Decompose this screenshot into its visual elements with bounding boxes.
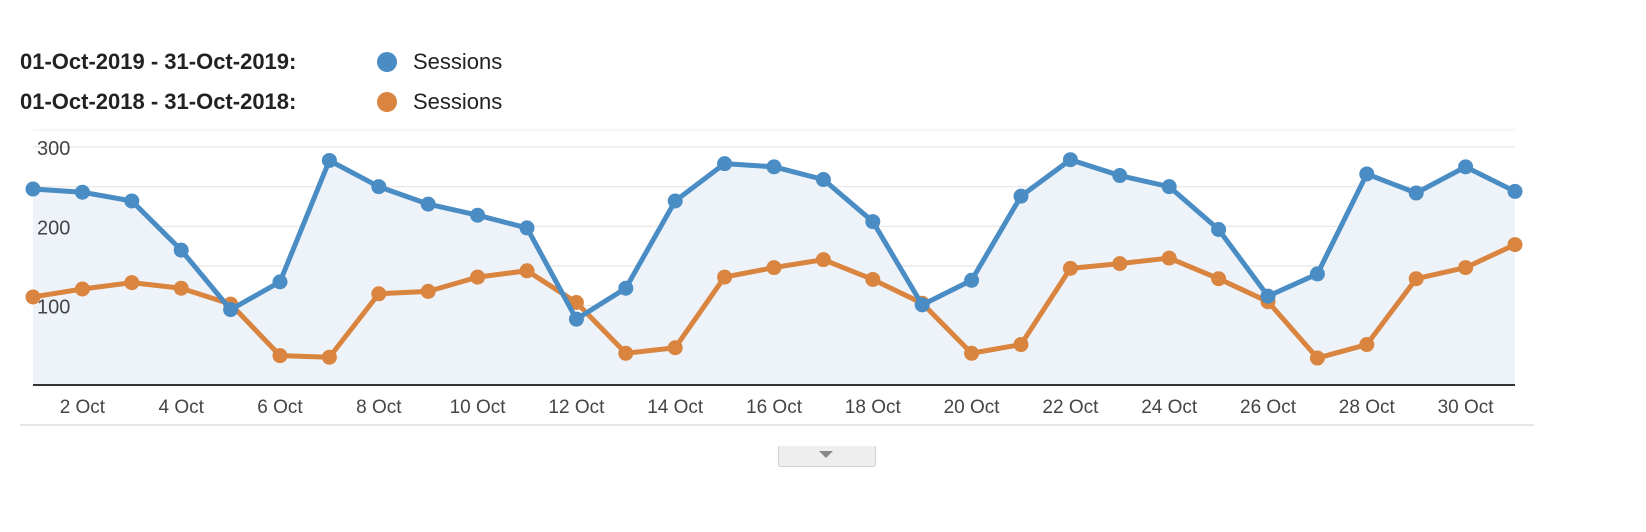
data-point [667, 193, 683, 209]
data-point [321, 349, 337, 365]
data-point [865, 214, 881, 230]
x-tick-label: 18 Oct [845, 397, 902, 418]
x-tick-label: 12 Oct [548, 397, 605, 418]
data-point [1359, 166, 1375, 182]
data-point [1408, 185, 1424, 201]
data-point [667, 340, 683, 356]
data-point [1211, 222, 1227, 238]
data-point [618, 280, 634, 296]
data-point [964, 272, 980, 288]
legend-marker-dot [377, 52, 397, 72]
data-point [1260, 288, 1276, 304]
data-point [964, 345, 980, 361]
data-point [321, 152, 337, 168]
x-tick-label: 30 Oct [1438, 397, 1495, 418]
x-tick-label: 8 Oct [356, 397, 402, 418]
data-point [74, 281, 90, 297]
data-point [1161, 250, 1177, 266]
data-point [371, 286, 387, 302]
data-point [124, 193, 140, 209]
y-tick-label: 200 [37, 217, 70, 239]
data-point [914, 297, 930, 313]
data-point [272, 348, 288, 364]
data-point [1062, 152, 1078, 168]
legend-series-name: Sessions [413, 89, 503, 114]
data-point [568, 311, 584, 327]
data-point [470, 269, 486, 285]
chart-legend: 01-Oct-2019 - 31-Oct-2019: Sessions 01-O… [20, 42, 502, 122]
x-tick-label: 26 Oct [1240, 397, 1297, 418]
data-point [173, 242, 189, 258]
data-point [1112, 168, 1128, 184]
x-tick-label: 14 Oct [647, 397, 704, 418]
data-point [1013, 337, 1029, 353]
data-point [519, 263, 535, 279]
data-point [568, 294, 584, 310]
collapse-chart-button[interactable] [778, 446, 876, 467]
data-point [420, 283, 436, 299]
x-tick-label: 20 Oct [944, 397, 1001, 418]
data-point [1458, 159, 1474, 175]
legend-marker-dot [377, 92, 397, 112]
data-point [717, 156, 733, 172]
data-point [717, 269, 733, 285]
data-point [1211, 271, 1227, 287]
x-tick-label: 16 Oct [746, 397, 803, 418]
x-tick-label: 6 Oct [257, 397, 303, 418]
data-point [1359, 337, 1375, 353]
x-tick-label: 24 Oct [1141, 397, 1198, 418]
data-point [1507, 237, 1523, 253]
y-tick-label: 100 [37, 297, 70, 319]
data-point [1161, 179, 1177, 195]
x-tick-label: 28 Oct [1339, 397, 1396, 418]
data-point [272, 274, 288, 290]
data-point [25, 181, 41, 197]
data-point [1112, 256, 1128, 272]
data-point [766, 260, 782, 276]
data-point [173, 280, 189, 296]
data-point [865, 271, 881, 287]
data-point [223, 302, 239, 318]
data-point [815, 172, 831, 188]
data-point [1507, 183, 1523, 199]
data-point [124, 275, 140, 291]
data-point [766, 159, 782, 175]
y-tick-label: 300 [37, 138, 70, 160]
data-point [420, 196, 436, 212]
x-tick-label: 4 Oct [158, 397, 204, 418]
data-point [1309, 350, 1325, 366]
legend-entry-2019[interactable]: 01-Oct-2019 - 31-Oct-2019: Sessions [20, 42, 502, 82]
data-point [1062, 260, 1078, 276]
legend-series-name: Sessions [413, 49, 503, 74]
data-point [74, 184, 90, 200]
legend-date-range: 01-Oct-2019 - 31-Oct-2019: [20, 49, 297, 74]
data-point [618, 345, 634, 361]
legend-entry-2018[interactable]: 01-Oct-2018 - 31-Oct-2018: Sessions [20, 82, 502, 122]
data-point [1309, 266, 1325, 282]
x-tick-label: 2 Oct [60, 397, 106, 418]
data-point [470, 207, 486, 223]
x-tick-label: 10 Oct [450, 397, 507, 418]
data-point [815, 252, 831, 268]
data-point [1013, 188, 1029, 204]
data-point [1408, 271, 1424, 287]
chevron-down-icon [819, 451, 833, 458]
x-tick-label: 22 Oct [1042, 397, 1099, 418]
data-point [1458, 260, 1474, 276]
data-point [371, 179, 387, 195]
data-point [25, 289, 41, 305]
legend-date-range: 01-Oct-2018 - 31-Oct-2018: [20, 89, 297, 114]
data-point [519, 220, 535, 236]
